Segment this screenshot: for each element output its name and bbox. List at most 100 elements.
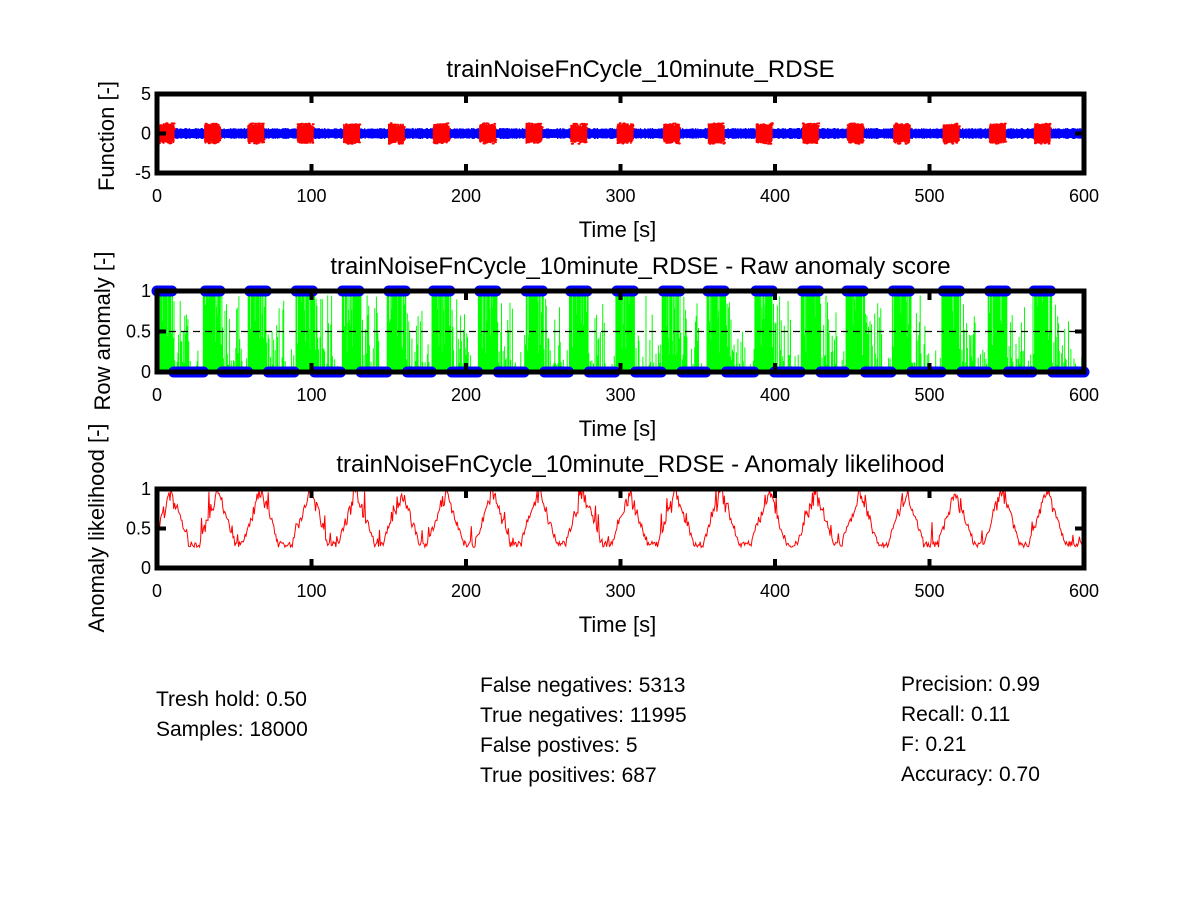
anomaly-burst-9 bbox=[570, 123, 588, 144]
anomaly-burst-markers-4 bbox=[342, 123, 362, 145]
y-axis-label-0: Function [-] bbox=[94, 81, 119, 191]
y-tick-label-0-0: -5 bbox=[135, 163, 151, 183]
x-tick-label-0-2: 200 bbox=[451, 186, 481, 206]
true-negatives-text: True negatives: 11995 bbox=[480, 704, 687, 727]
x-tick-label-2-1: 100 bbox=[296, 581, 326, 601]
anomaly-burst-7 bbox=[479, 123, 496, 144]
false-positives-text: False postives: 5 bbox=[480, 734, 638, 757]
y-axis-label-1: Row anomaly [-] bbox=[90, 252, 115, 411]
anomaly-burst-markers-13 bbox=[755, 122, 774, 145]
x-tick-label-1-3: 300 bbox=[605, 385, 635, 405]
f-score-text: F: 0.21 bbox=[901, 733, 967, 756]
anomaly-burst-17 bbox=[942, 123, 960, 144]
x-tick-label-2-0: 0 bbox=[152, 581, 162, 601]
x-tick-label-2-5: 500 bbox=[914, 581, 944, 601]
x-tick-label-0-1: 100 bbox=[296, 186, 326, 206]
anomaly-burst-markers-7 bbox=[478, 122, 498, 145]
anomaly-burst-markers-2 bbox=[247, 122, 266, 145]
y-axis-label-2: Anomaly likelihood [-] bbox=[84, 423, 109, 632]
chart-title-0: trainNoiseFnCycle_10minute_RDSE bbox=[446, 56, 834, 83]
anomaly-burst-markers-12 bbox=[707, 122, 726, 145]
x-tick-label-2-2: 200 bbox=[451, 581, 481, 601]
anomaly-burst-1 bbox=[204, 123, 221, 144]
x-tick-label-0-5: 500 bbox=[914, 186, 944, 206]
anomaly-block-11 bbox=[665, 291, 678, 372]
stats-middle: False negatives: 5313 True negatives: 11… bbox=[480, 671, 687, 791]
anomaly-burst-markers-19 bbox=[1033, 122, 1052, 145]
x-tick-label-2-3: 300 bbox=[605, 581, 635, 601]
stats-left: Tresh hold: 0.50 Samples: 18000 bbox=[156, 685, 308, 745]
anomaly-block-12 bbox=[710, 291, 723, 372]
anomaly-block-13 bbox=[758, 291, 771, 372]
anomaly-burst-6 bbox=[432, 123, 450, 144]
anomaly-burst-16 bbox=[893, 123, 911, 144]
y-tick-label-1-0: 0 bbox=[141, 362, 151, 382]
anomaly-burst-15 bbox=[846, 123, 864, 144]
accuracy-text: Accuracy: 0.70 bbox=[901, 763, 1040, 786]
anomaly-burst-markers-18 bbox=[988, 122, 1008, 145]
anomaly-burst-11 bbox=[663, 123, 680, 144]
anomaly-burst-markers-8 bbox=[525, 122, 544, 144]
x-tick-label-1-5: 500 bbox=[914, 385, 944, 405]
samples-text: Samples: 18000 bbox=[156, 718, 308, 741]
anomaly-burst-markers-14 bbox=[801, 122, 821, 145]
anomaly-burst-13 bbox=[755, 123, 773, 144]
anomaly-burst-markers-6 bbox=[432, 122, 451, 145]
anomaly-burst-3 bbox=[296, 123, 314, 144]
anomaly-burst-8 bbox=[525, 123, 543, 144]
anomaly-block-1 bbox=[206, 291, 219, 372]
chart-title-1: trainNoiseFnCycle_10minute_RDSE - Raw an… bbox=[330, 253, 950, 280]
anomaly-burst-markers-11 bbox=[662, 122, 682, 145]
anomaly-burst-10 bbox=[616, 123, 634, 144]
x-tick-label-2-6: 600 bbox=[1069, 581, 1099, 601]
anomaly-burst-4 bbox=[343, 123, 360, 144]
plot-area-1 bbox=[157, 291, 1084, 372]
chart-title-2: trainNoiseFnCycle_10minute_RDSE - Anomal… bbox=[336, 451, 944, 478]
true-positives-text: True positives: 687 bbox=[480, 764, 657, 787]
anomaly-burst-markers-9 bbox=[570, 122, 589, 145]
x-axis-label-0: Time [s] bbox=[579, 217, 656, 242]
anomaly-block-5 bbox=[390, 291, 403, 372]
anomaly-burst-markers-3 bbox=[296, 122, 315, 144]
anomaly-burst-5 bbox=[388, 123, 405, 144]
threshold-text: Tresh hold: 0.50 bbox=[156, 688, 307, 711]
anomaly-block-6 bbox=[435, 291, 448, 372]
anomaly-burst-markers-17 bbox=[942, 122, 961, 145]
plot-area-0 bbox=[157, 122, 1084, 145]
x-tick-label-1-6: 600 bbox=[1069, 385, 1099, 405]
x-tick-label-1-0: 0 bbox=[152, 385, 162, 405]
x-tick-label-2-4: 400 bbox=[760, 581, 790, 601]
y-tick-label-0-1: 0 bbox=[141, 124, 151, 144]
x-tick-label-0-0: 0 bbox=[152, 186, 162, 206]
x-tick-label-0-6: 600 bbox=[1069, 186, 1099, 206]
x-tick-label-0-3: 300 bbox=[605, 186, 635, 206]
anomaly-burst-markers-16 bbox=[893, 122, 912, 145]
anomaly-burst-12 bbox=[707, 123, 725, 144]
x-axis-label-1: Time [s] bbox=[579, 416, 656, 441]
x-tick-label-1-4: 400 bbox=[760, 385, 790, 405]
anomaly-burst-2 bbox=[247, 123, 265, 144]
anomaly-burst-markers-5 bbox=[387, 122, 407, 145]
y-tick-label-0-2: 5 bbox=[141, 84, 151, 104]
x-tick-label-1-2: 200 bbox=[451, 385, 481, 405]
y-tick-label-1-1: 0.5 bbox=[126, 322, 151, 342]
anomaly-burst-18 bbox=[989, 123, 1006, 144]
x-tick-label-0-4: 400 bbox=[760, 186, 790, 206]
stats-right: Precision: 0.99 Recall: 0.11 F: 0.21 Acc… bbox=[901, 670, 1040, 790]
plot-frame-2 bbox=[154, 486, 1087, 571]
precision-text: Precision: 0.99 bbox=[901, 673, 1040, 696]
x-tick-label-1-1: 100 bbox=[296, 385, 326, 405]
anomaly-burst-19 bbox=[1033, 123, 1051, 144]
anomaly-burst-14 bbox=[802, 123, 819, 144]
anomaly-burst-markers-10 bbox=[616, 122, 635, 145]
false-negatives-text: False negatives: 5313 bbox=[480, 674, 686, 697]
anomaly-burst-markers-15 bbox=[846, 122, 866, 145]
x-axis-label-2: Time [s] bbox=[579, 612, 656, 637]
y-tick-label-1-2: 1 bbox=[141, 281, 151, 301]
y-tick-label-2-1: 0.5 bbox=[126, 519, 151, 539]
y-tick-label-2-0: 0 bbox=[141, 558, 151, 578]
y-tick-label-2-2: 1 bbox=[141, 479, 151, 499]
recall-text: Recall: 0.11 bbox=[901, 703, 1011, 726]
anomaly-burst-markers-1 bbox=[203, 122, 223, 145]
